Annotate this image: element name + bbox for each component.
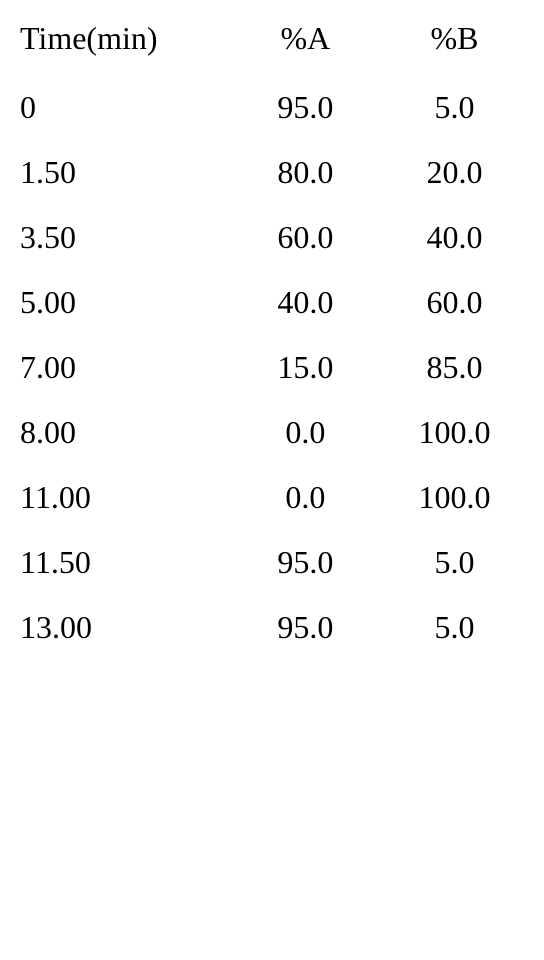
header-time: Time(min) bbox=[15, 20, 231, 75]
cell-time: 13.00 bbox=[15, 595, 231, 660]
table-header-row: Time(min) %A %B bbox=[15, 20, 529, 75]
table-row: 1.50 80.0 20.0 bbox=[15, 140, 529, 205]
cell-b: 100.0 bbox=[380, 465, 529, 530]
cell-b: 5.0 bbox=[380, 595, 529, 660]
cell-time: 11.50 bbox=[15, 530, 231, 595]
cell-time: 11.00 bbox=[15, 465, 231, 530]
table-row: 13.00 95.0 5.0 bbox=[15, 595, 529, 660]
cell-time: 1.50 bbox=[15, 140, 231, 205]
cell-a: 0.0 bbox=[231, 465, 380, 530]
cell-time: 7.00 bbox=[15, 335, 231, 400]
table-row: 5.00 40.0 60.0 bbox=[15, 270, 529, 335]
header-percent-b: %B bbox=[380, 20, 529, 75]
cell-a: 95.0 bbox=[231, 75, 380, 140]
table-row: 11.00 0.0 100.0 bbox=[15, 465, 529, 530]
cell-b: 100.0 bbox=[380, 400, 529, 465]
cell-a: 95.0 bbox=[231, 530, 380, 595]
cell-b: 5.0 bbox=[380, 75, 529, 140]
cell-a: 0.0 bbox=[231, 400, 380, 465]
table-row: 11.50 95.0 5.0 bbox=[15, 530, 529, 595]
cell-time: 3.50 bbox=[15, 205, 231, 270]
cell-a: 15.0 bbox=[231, 335, 380, 400]
cell-a: 80.0 bbox=[231, 140, 380, 205]
cell-b: 20.0 bbox=[380, 140, 529, 205]
gradient-table: Time(min) %A %B 0 95.0 5.0 1.50 80.0 20.… bbox=[15, 20, 529, 660]
cell-b: 60.0 bbox=[380, 270, 529, 335]
cell-a: 95.0 bbox=[231, 595, 380, 660]
cell-time: 0 bbox=[15, 75, 231, 140]
cell-b: 85.0 bbox=[380, 335, 529, 400]
cell-b: 40.0 bbox=[380, 205, 529, 270]
table-row: 3.50 60.0 40.0 bbox=[15, 205, 529, 270]
cell-a: 60.0 bbox=[231, 205, 380, 270]
cell-time: 8.00 bbox=[15, 400, 231, 465]
header-percent-a: %A bbox=[231, 20, 380, 75]
cell-time: 5.00 bbox=[15, 270, 231, 335]
table-row: 8.00 0.0 100.0 bbox=[15, 400, 529, 465]
table-row: 0 95.0 5.0 bbox=[15, 75, 529, 140]
table-row: 7.00 15.0 85.0 bbox=[15, 335, 529, 400]
cell-b: 5.0 bbox=[380, 530, 529, 595]
cell-a: 40.0 bbox=[231, 270, 380, 335]
